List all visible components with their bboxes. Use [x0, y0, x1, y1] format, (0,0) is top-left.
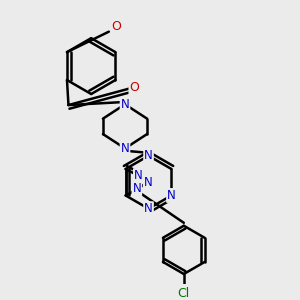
Text: O: O: [130, 81, 140, 94]
Text: N: N: [121, 142, 129, 155]
Text: N: N: [134, 169, 143, 182]
Text: N: N: [133, 182, 141, 195]
Text: Cl: Cl: [178, 287, 190, 300]
Text: N: N: [121, 98, 129, 111]
Text: N: N: [144, 149, 153, 162]
Text: O: O: [111, 20, 121, 33]
Text: N: N: [167, 189, 176, 202]
Text: N: N: [144, 202, 153, 215]
Text: N: N: [144, 176, 153, 189]
